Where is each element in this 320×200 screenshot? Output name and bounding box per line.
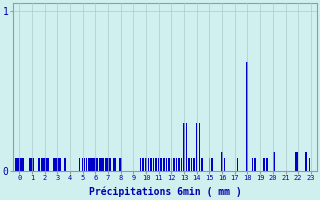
Bar xyxy=(89,158,91,171)
Bar xyxy=(158,158,159,171)
Bar xyxy=(165,158,167,171)
Bar xyxy=(273,152,276,171)
Bar xyxy=(92,158,98,171)
Bar xyxy=(79,158,80,171)
Bar xyxy=(163,158,164,171)
Bar xyxy=(181,158,182,171)
Bar xyxy=(64,158,66,171)
Bar xyxy=(224,158,225,171)
Bar xyxy=(193,158,195,171)
Bar xyxy=(236,158,238,171)
Bar xyxy=(254,158,256,171)
Bar xyxy=(37,158,40,171)
Bar xyxy=(173,158,175,171)
Bar xyxy=(86,158,87,171)
Bar xyxy=(263,158,265,171)
Bar xyxy=(305,152,307,171)
Bar xyxy=(186,123,187,171)
Bar xyxy=(99,158,104,171)
Bar xyxy=(160,158,162,171)
Bar xyxy=(198,123,200,171)
Bar xyxy=(145,158,147,171)
Bar xyxy=(105,158,111,171)
Bar xyxy=(188,158,190,171)
Bar xyxy=(191,158,192,171)
Bar xyxy=(15,158,24,171)
Bar xyxy=(252,158,253,171)
Bar xyxy=(29,158,31,171)
Bar xyxy=(31,158,34,171)
Bar xyxy=(183,123,185,171)
Bar xyxy=(209,158,210,171)
Bar xyxy=(41,158,43,171)
Bar xyxy=(176,158,177,171)
Bar xyxy=(295,152,298,171)
Bar xyxy=(140,158,141,171)
Bar xyxy=(266,158,268,171)
Bar xyxy=(168,158,170,171)
Bar xyxy=(82,158,83,171)
Bar xyxy=(84,158,85,171)
Bar xyxy=(54,158,61,171)
Bar xyxy=(142,158,144,171)
X-axis label: Précipitations 6min ( mm ): Précipitations 6min ( mm ) xyxy=(89,187,241,197)
Bar xyxy=(150,158,152,171)
Bar xyxy=(53,158,55,171)
Bar xyxy=(178,158,180,171)
Bar xyxy=(119,158,122,171)
Bar xyxy=(201,158,203,171)
Bar xyxy=(196,123,197,171)
Bar xyxy=(211,158,213,171)
Bar xyxy=(113,158,116,171)
Bar xyxy=(156,158,157,171)
Bar xyxy=(221,152,223,171)
Bar xyxy=(309,158,310,171)
Bar xyxy=(91,158,93,171)
Bar xyxy=(245,62,248,171)
Bar xyxy=(171,158,172,171)
Bar xyxy=(42,158,49,171)
Bar xyxy=(153,158,154,171)
Bar xyxy=(88,158,89,171)
Bar xyxy=(148,158,149,171)
